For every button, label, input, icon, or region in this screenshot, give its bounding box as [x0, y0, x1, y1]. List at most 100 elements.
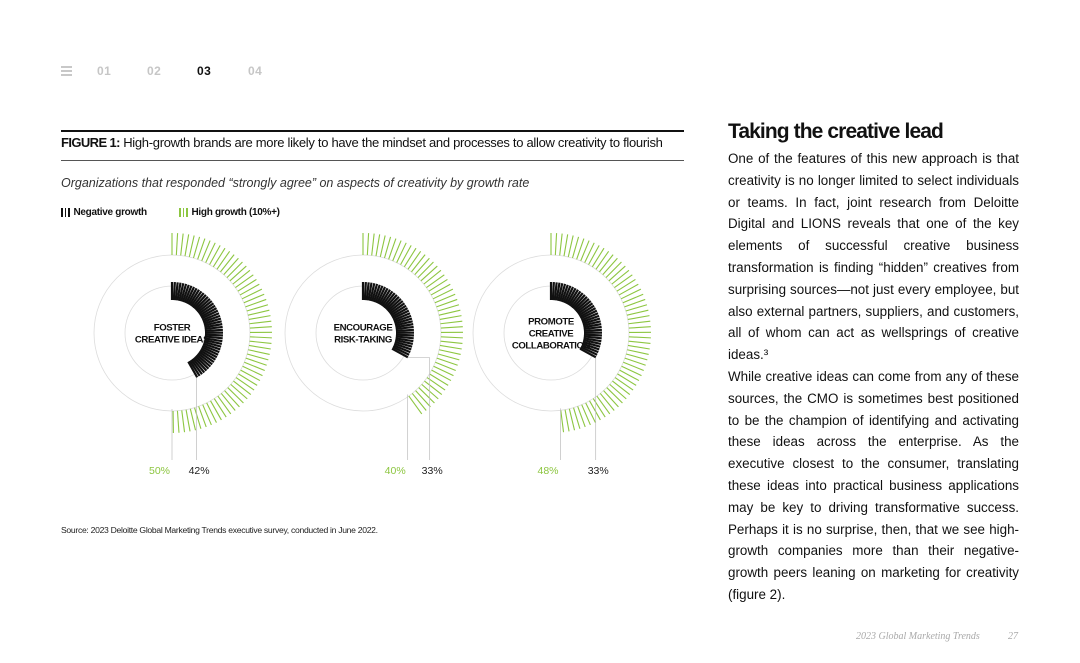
negative-growth-bar-1-tick: [197, 352, 213, 366]
high-growth-bar-1-tick: [227, 387, 244, 404]
negative-growth-bar-2-tick: [395, 337, 414, 343]
high-growth-bar-1-tick: [235, 274, 254, 289]
negative-growth-bar-1-tick: [202, 344, 220, 354]
high-growth-bar-3-tick: [591, 247, 605, 268]
negative-growth-bar-1-tick: [194, 355, 210, 370]
high-growth-bar-1-tick: [217, 395, 232, 415]
high-growth-bar-2-tick: [366, 233, 370, 256]
high-growth-bar-3-tick: [595, 250, 610, 270]
high-growth-bar-1-tick: [201, 240, 211, 262]
negative-growth-bar-3-tick: [582, 339, 602, 346]
high-growth-bar-2-tick: [415, 390, 431, 408]
high-growth-bar-2-tick: [407, 250, 422, 270]
negative-growth-bar-3-tick: [551, 282, 555, 301]
high-growth-bar-2-tick: [430, 283, 451, 296]
high-growth-bar-1-tick: [249, 340, 272, 344]
negative-growth-bar-2-tick: [372, 284, 381, 303]
negative-growth-bar-2-tick: [395, 328, 414, 333]
negative-growth-bar-2-tick: [394, 320, 413, 327]
high-growth-bar-2-tick: [426, 377, 446, 391]
negative-growth-bar-2-tick: [363, 282, 367, 301]
negative-growth-bar-1-tick: [203, 339, 223, 346]
donut-label-1-line-2: CREATIVE IDEAS: [135, 335, 210, 346]
footer-page-number: 27: [1008, 631, 1018, 642]
high-growth-bar-3-tick: [602, 257, 618, 276]
article-heading: Taking the creative lead: [728, 120, 944, 143]
negative-growth-bar-1-tick: [178, 283, 185, 302]
negative-growth-bar-3-tick: [583, 337, 602, 343]
high-growth-bar-3-tick: [606, 387, 623, 404]
negative-growth-bar-1-tick: [188, 360, 201, 377]
negative-growth-bar-1-tick: [201, 346, 219, 356]
high-growth-bar-3-tick: [603, 390, 619, 408]
nav-page-02[interactable]: 02: [147, 64, 162, 78]
high-growth-bar-3-tick: [619, 369, 640, 382]
negative-growth-bar-3-tick: [579, 307, 597, 318]
menu-icon[interactable]: [61, 66, 72, 76]
donut-label-3-line-1: PROMOTE: [528, 317, 575, 328]
high-growth-bar-2-tick: [429, 373, 449, 386]
negative-growth-bar-2-tick: [381, 290, 394, 307]
high-growth-bar-1-tick: [224, 390, 240, 408]
high-growth-bar-1-tick: [233, 380, 252, 395]
nav-page-03[interactable]: 03: [197, 64, 212, 78]
negative-growth-bar-3-tick: [583, 325, 602, 331]
high-growth-bar-2-tick: [435, 361, 456, 371]
negative-growth-bar-1-tick: [202, 342, 221, 351]
high-growth-bar-1-tick: [242, 365, 263, 377]
negative-growth-bar-3-tick: [562, 285, 572, 303]
high-growth-bar-2-tick: [388, 238, 397, 260]
high-growth-bar-3-tick: [564, 409, 570, 432]
high-growth-bar-3-tick: [568, 408, 576, 431]
high-growth-bar-3-tick: [599, 254, 614, 273]
negative-growth-bar-3-tick: [567, 289, 579, 306]
high-growth-bar-3-tick: [577, 406, 586, 428]
negative-growth-bar-2-tick: [390, 304, 407, 317]
high-growth-bar-1-tick: [213, 398, 227, 418]
high-growth-bar-3-tick: [599, 393, 615, 411]
negative-growth-bar-2-tick: [395, 323, 414, 329]
negative-growth-bar-2-tick: [388, 300, 404, 314]
high-growth-bar-3-tick: [588, 245, 600, 265]
negative-growth-bar-1-tick: [185, 286, 196, 304]
negative-growth-bar-2-tick: [385, 296, 400, 311]
negative-growth-bar-3-tick: [560, 284, 569, 303]
negative-growth-bar-1-tick: [196, 353, 212, 368]
negative-growth-bar-3-tick: [573, 296, 588, 311]
negative-growth-bar-3-tick: [582, 320, 601, 327]
high-growth-bar-1-tick: [202, 404, 212, 426]
negative-growth-bar-3-tick: [578, 304, 595, 317]
figure-title: FIGURE 1: High-growth brands are more li…: [61, 135, 684, 150]
negative-growth-bar-1-tick: [176, 282, 182, 301]
high-growth-bar-3-tick: [622, 293, 644, 304]
negative-growth-bar-2-tick: [395, 325, 414, 331]
high-growth-bar-2-tick: [439, 315, 462, 320]
figure-title-text: High-growth brands are more likely to ha…: [123, 135, 663, 150]
negative-growth-bar-3-tick: [553, 282, 558, 301]
high-growth-bar-1-tick: [192, 236, 201, 259]
high-growth-bar-2-tick: [440, 326, 463, 329]
negative-growth-bar-2-tick: [392, 309, 410, 320]
high-growth-bar-3-tick: [596, 395, 611, 415]
high-growth-bar-2-tick: [438, 309, 461, 316]
negative-growth-bar-2-tick: [377, 287, 389, 305]
figure-source: Source: 2023 Deloitte Global Marketing T…: [61, 525, 378, 535]
nav-page-01[interactable]: 01: [97, 64, 112, 78]
negative-growth-bar-3-tick: [579, 347, 597, 359]
high-growth-bar-2-tick: [424, 380, 443, 395]
high-growth-bar-3-tick: [623, 361, 644, 371]
negative-growth-bar-1-tick: [198, 350, 215, 364]
negative-growth-bar-1-tick: [204, 323, 223, 329]
legend-entry-high: High growth (10%+): [179, 207, 280, 218]
high-growth-bar-1-tick: [245, 298, 267, 308]
high-growth-bar-3-tick: [585, 402, 596, 423]
negative-growth-bar-2-tick: [394, 317, 413, 325]
nav-page-04[interactable]: 04: [248, 64, 263, 78]
high-growth-bar-1-tick: [189, 408, 197, 431]
high-growth-bar-1-tick: [212, 247, 226, 268]
negative-growth-bar-2-tick: [376, 286, 387, 304]
negative-growth-bar-3-tick: [565, 287, 577, 305]
negative-growth-value-3: 33%: [588, 465, 609, 477]
negative-growth-bar-1-tick: [187, 361, 199, 378]
high-growth-bar-1-tick: [210, 400, 222, 421]
